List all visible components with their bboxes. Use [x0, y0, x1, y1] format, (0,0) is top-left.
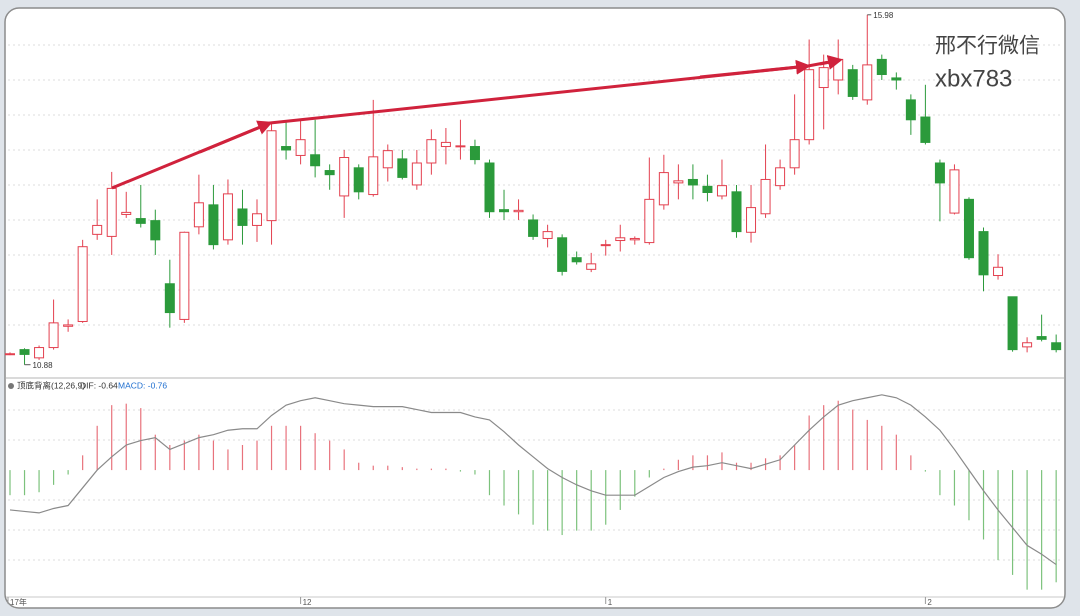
candle-body: [150, 220, 161, 241]
x-tick-label: 2: [927, 598, 932, 607]
candle-body: [687, 178, 698, 186]
candle-body: [368, 156, 379, 196]
x-tick-label: 1: [608, 598, 613, 607]
candle-body: [252, 213, 263, 226]
candle-body: [222, 193, 233, 241]
candle-body: [600, 244, 611, 247]
candle-body: [1051, 342, 1062, 351]
legend-entry: MACD: -0.76: [118, 380, 167, 390]
candle-body: [934, 162, 945, 184]
candle-body: [411, 162, 422, 186]
candle-body: [179, 231, 190, 320]
candle-body: [818, 67, 829, 89]
candle-body: [295, 139, 306, 156]
candle-body: [499, 209, 510, 213]
candle-body: [629, 237, 640, 241]
arrow-head: [199, 120, 273, 154]
candle-body: [920, 116, 931, 143]
candle-body: [528, 219, 539, 237]
candle-body: [324, 170, 335, 176]
candle-body: [19, 349, 30, 355]
candle-body: [135, 218, 146, 224]
candle-body: [644, 198, 655, 244]
indicator-icon: [8, 383, 14, 389]
candle-body: [775, 167, 786, 187]
candle-body: [77, 246, 88, 322]
candle-body: [615, 237, 626, 242]
candle-body: [876, 58, 887, 75]
candle-body: [746, 207, 757, 233]
legend-entry: DIF: -0.64: [80, 380, 118, 390]
candle-body: [310, 154, 321, 167]
candle-body: [339, 157, 350, 197]
candle-body: [586, 263, 597, 270]
candle-body: [571, 257, 582, 263]
candle-body: [658, 172, 669, 206]
candle-body: [804, 69, 815, 141]
frame: [4, 7, 1066, 609]
candle-body: [193, 202, 204, 228]
arrow-head: [819, 54, 843, 70]
candle-body: [237, 208, 248, 226]
candle-body: [48, 322, 59, 349]
candle-body: [557, 237, 568, 272]
macd-panel: 17年 12 1 2: [7, 394, 1057, 607]
candle-body: [92, 224, 103, 235]
candle-body: [469, 146, 480, 161]
candle-body: [513, 209, 524, 213]
arrow-head: [699, 59, 811, 79]
candle-body: [891, 77, 902, 81]
low-label: 10.88: [33, 361, 54, 370]
candle-body: [789, 139, 800, 169]
candle-body: [847, 69, 858, 97]
candle-body: [905, 99, 916, 121]
candle-body: [1022, 342, 1033, 348]
candle-body: [440, 141, 451, 148]
candle-body: [281, 146, 292, 151]
candle-body: [266, 130, 277, 222]
candle-body: [164, 283, 175, 314]
candle-body: [1007, 296, 1018, 351]
candle-body: [397, 158, 408, 178]
candle-body: [63, 324, 74, 327]
candle-body: [484, 162, 495, 213]
candle-body: [208, 204, 219, 246]
watermark: 邢不行微信: [935, 35, 1040, 58]
candle-body: [673, 180, 684, 184]
candle-body: [949, 169, 960, 214]
dif-line: [9, 394, 1057, 566]
candle-body: [353, 167, 364, 193]
candle-body: [963, 198, 974, 259]
candle-body: [106, 187, 117, 237]
candle-body: [426, 139, 437, 164]
candle-body: [760, 178, 771, 215]
candle-body: [862, 64, 873, 101]
x-tick-label: 17年: [10, 597, 27, 607]
candle-body: [1036, 336, 1047, 340]
candle-body: [382, 150, 393, 169]
candle-body: [5, 353, 15, 356]
candle-body: [542, 231, 553, 239]
candle-body: [702, 185, 713, 194]
candle-body: [455, 145, 466, 148]
high-label: 15.98: [873, 11, 894, 20]
x-tick-label: 12: [303, 598, 312, 607]
indicator-title: 顶底背离(12,26,9): [17, 380, 85, 390]
candle-body: [716, 185, 727, 197]
candle-body: [121, 211, 132, 215]
candles: 15.98 10.88: [5, 11, 1062, 370]
candle-body: [731, 191, 742, 233]
watermark: xbx783: [935, 65, 1012, 92]
candle-body: [993, 266, 1004, 277]
candle-body: [34, 347, 45, 359]
candle-body: [978, 231, 989, 276]
